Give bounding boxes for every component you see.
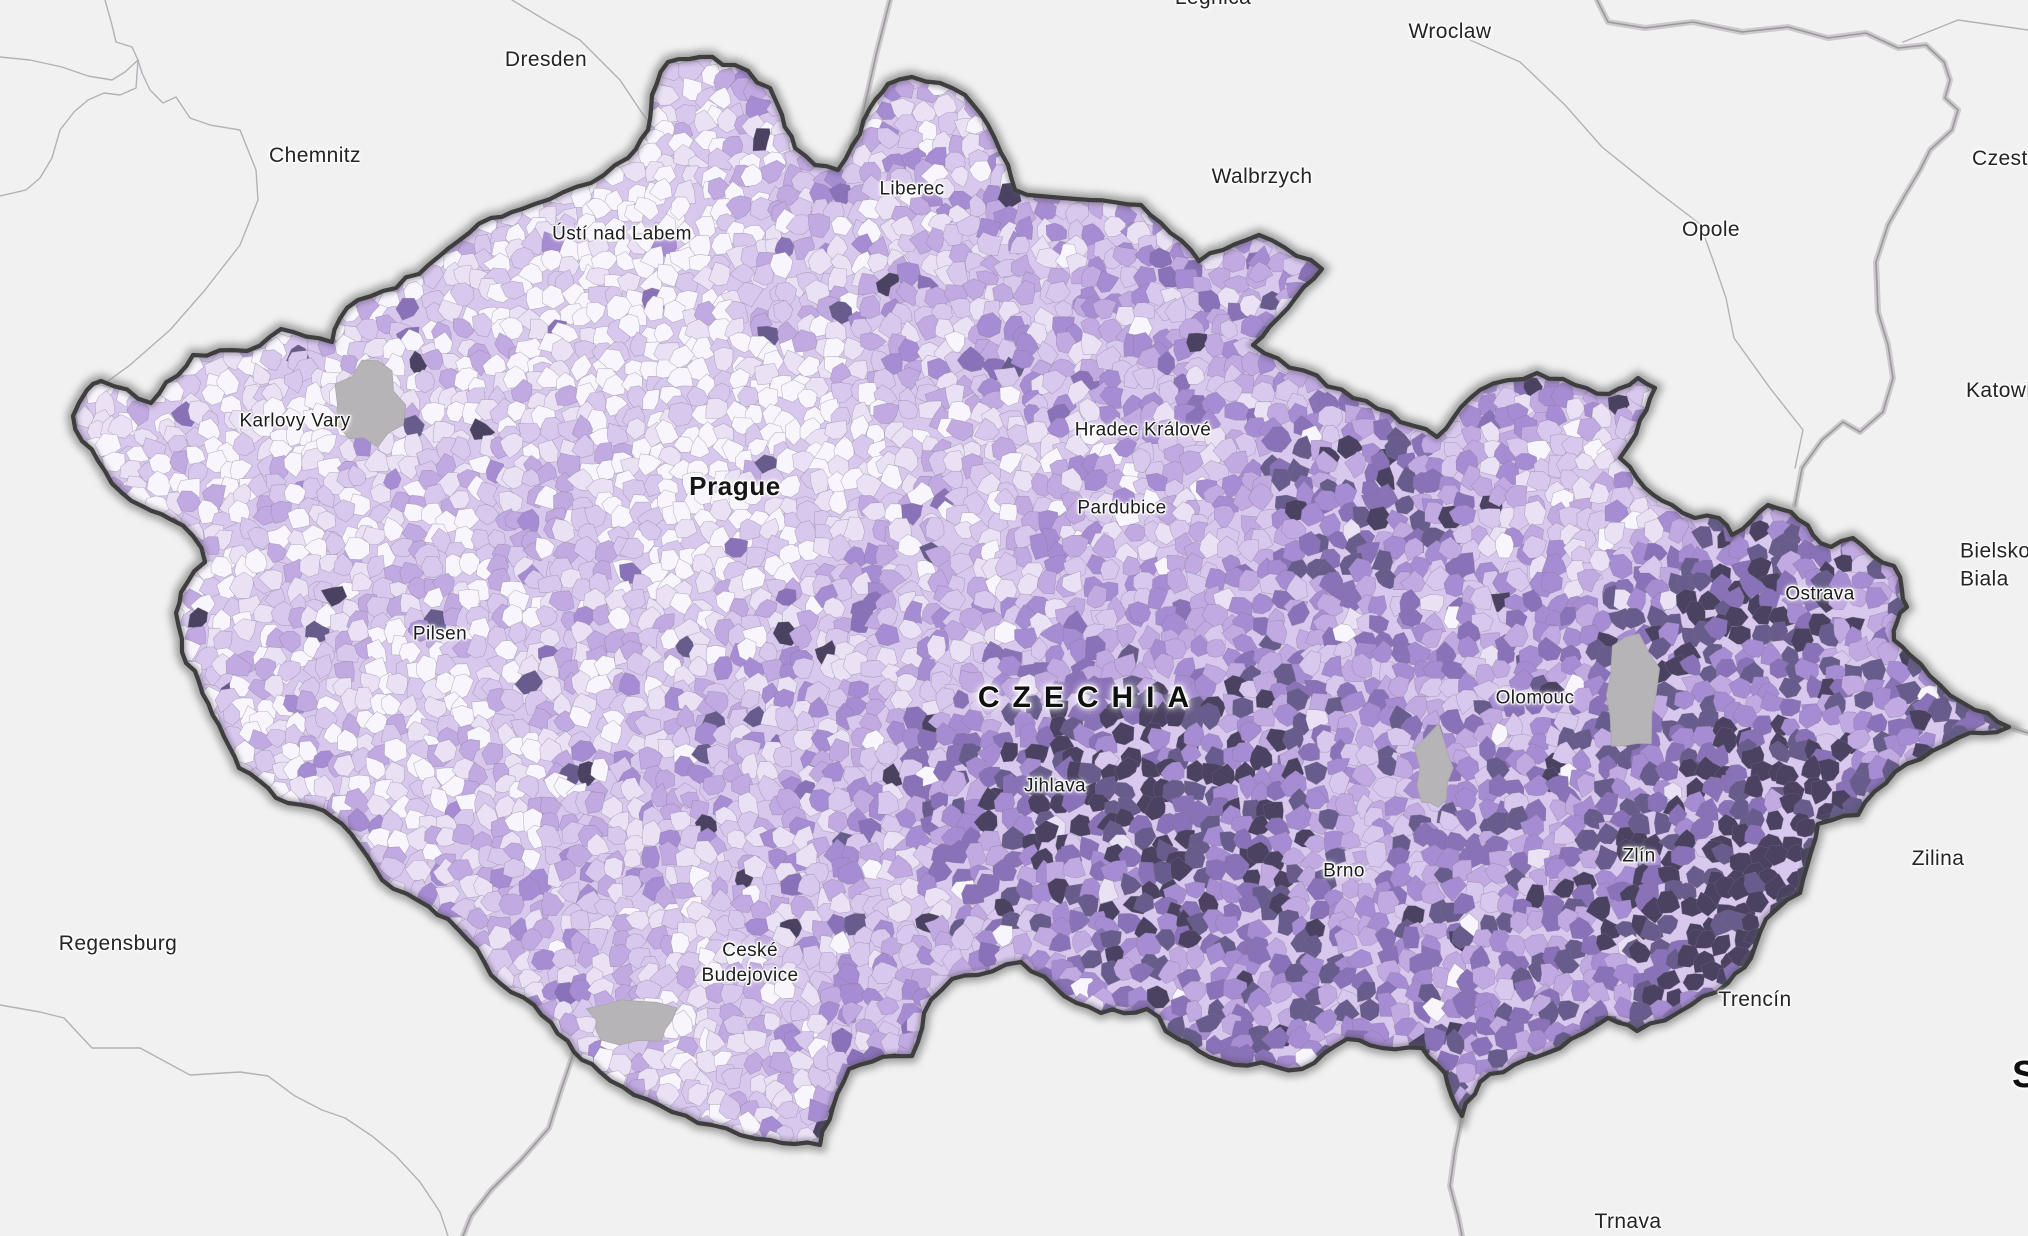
country-border: [70, 54, 2012, 1148]
no-data-area: [585, 999, 678, 1046]
no-data-area: [1605, 633, 1661, 747]
no-data-area: [334, 359, 407, 448]
no-data-area: [1414, 722, 1454, 808]
